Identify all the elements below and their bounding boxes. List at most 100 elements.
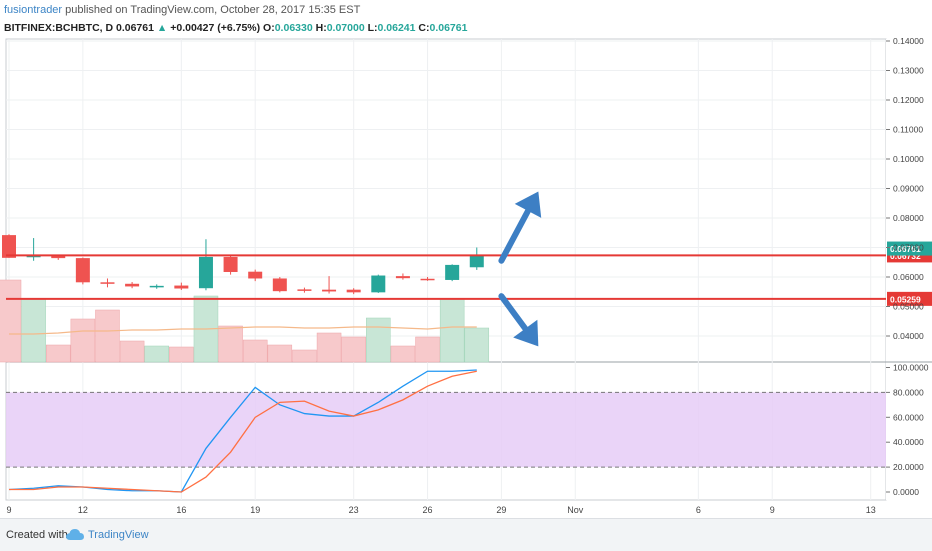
x-tick-label: 12 bbox=[78, 505, 88, 515]
volume-bar bbox=[366, 317, 391, 363]
candle-body[interactable] bbox=[346, 289, 361, 293]
created-with-label: Created with bbox=[6, 529, 68, 541]
x-tick-label: 26 bbox=[423, 505, 433, 515]
volume-bar bbox=[267, 344, 293, 363]
volume-bar bbox=[390, 345, 416, 363]
open-label: O: bbox=[263, 22, 275, 34]
arrow-down-head-icon[interactable] bbox=[513, 319, 539, 347]
volume-bar bbox=[45, 344, 71, 363]
candle-body[interactable] bbox=[248, 271, 263, 279]
rsi-band bbox=[6, 392, 886, 468]
arrow-up-head-icon[interactable] bbox=[514, 191, 542, 218]
rsi-tick-label: 60.0000 bbox=[893, 412, 924, 422]
rsi-tick-label: 40.0000 bbox=[893, 437, 924, 447]
price-tick-label: 0.05000 bbox=[893, 302, 924, 312]
price-tick-label: 0.07000 bbox=[893, 243, 924, 253]
x-tick-label: 19 bbox=[250, 505, 260, 515]
level-price-badge bbox=[887, 291, 932, 306]
close-value: 0.06761 bbox=[429, 22, 468, 34]
arrow-up-icon[interactable] bbox=[498, 207, 531, 264]
x-tick-label: 13 bbox=[866, 505, 876, 515]
change-up-icon: ▲ bbox=[156, 22, 168, 34]
low-value: 0.06241 bbox=[377, 22, 416, 34]
chart-header: fusiontrader published on TradingView.co… bbox=[4, 2, 924, 36]
price-tick-label: 0.13000 bbox=[893, 66, 924, 76]
volume-bar bbox=[218, 325, 243, 363]
candle-body[interactable] bbox=[100, 282, 115, 284]
candle-body[interactable] bbox=[322, 289, 337, 292]
price-tick-label: 0.10000 bbox=[893, 154, 924, 164]
candle-body[interactable] bbox=[51, 255, 66, 259]
volume-bar bbox=[341, 336, 366, 363]
open-value: 0.06330 bbox=[274, 22, 313, 34]
price-tick-label: 0.09000 bbox=[893, 184, 924, 194]
x-tick-label: 23 bbox=[349, 505, 359, 515]
price-tick-label: 0.11000 bbox=[893, 125, 923, 135]
ohlc-line: BITFINEX:BCHBTC, D 0.06761 ▲ +0.00427 (+… bbox=[4, 22, 467, 34]
x-tick-label: 16 bbox=[176, 505, 186, 515]
candle-body[interactable] bbox=[174, 285, 189, 289]
candle-body[interactable] bbox=[2, 235, 16, 258]
volume-bar bbox=[119, 340, 145, 363]
publish-line: fusiontrader published on TradingView.co… bbox=[4, 4, 360, 16]
candle-body[interactable] bbox=[297, 289, 312, 291]
volume-bar bbox=[169, 346, 194, 363]
tradingview-brand[interactable]: TradingView bbox=[88, 529, 149, 541]
candle-body[interactable] bbox=[149, 285, 164, 288]
symbol-label[interactable]: BITFINEX:BCHBTC, D bbox=[4, 22, 114, 34]
x-tick-label: 29 bbox=[496, 505, 506, 515]
volume-bar bbox=[242, 339, 268, 363]
price-tick-label: 0.08000 bbox=[893, 213, 924, 223]
volume-ma-line bbox=[9, 326, 477, 335]
volume-bar bbox=[21, 298, 46, 363]
rsi-series-line bbox=[9, 370, 477, 493]
volume-bar bbox=[439, 298, 465, 363]
candle-body[interactable] bbox=[420, 278, 435, 281]
price-tick-label: 0.06000 bbox=[893, 272, 924, 282]
arrow-down-icon[interactable] bbox=[498, 293, 529, 332]
volume-bar bbox=[316, 332, 342, 363]
candle-body[interactable] bbox=[445, 264, 460, 280]
rsi-tick-label: 20.0000 bbox=[893, 462, 924, 472]
rsi-tick-label: 0.0000 bbox=[893, 487, 919, 497]
volume-bar bbox=[144, 345, 169, 363]
publish-info: published on TradingView.com, October 28… bbox=[65, 4, 361, 16]
x-tick-label: Nov bbox=[567, 505, 584, 515]
high-value: 0.07000 bbox=[326, 22, 365, 34]
last-price: 0.06761 bbox=[116, 22, 154, 34]
price-tick-label: 0.14000 bbox=[893, 36, 924, 46]
chart-area[interactable]: 0.06732 0.05259 0.06761 9 12 16 19 23 26 29 Nov 6 9… bbox=[0, 36, 932, 518]
candle-body[interactable] bbox=[75, 258, 90, 283]
low-label: L: bbox=[367, 22, 378, 34]
footer-bar: Created with TradingView bbox=[0, 518, 932, 551]
volume-bar bbox=[464, 327, 490, 363]
candle-body[interactable] bbox=[223, 256, 238, 272]
level-price-label: 0.05259 bbox=[890, 294, 921, 304]
price-chart[interactable]: 0.06732 0.05259 0.06761 9 12 16 19 23 26 29 Nov 6 9… bbox=[0, 36, 932, 518]
high-label: H: bbox=[315, 22, 327, 34]
price-tick-label: 0.12000 bbox=[893, 95, 924, 105]
volume-bar bbox=[292, 349, 317, 363]
rsi-tick-label: 80.0000 bbox=[893, 387, 924, 397]
price-tick-label: 0.04000 bbox=[893, 331, 924, 341]
volume-bar bbox=[415, 336, 440, 363]
volume-bar bbox=[95, 309, 120, 363]
volume-bar bbox=[0, 279, 22, 363]
close-label: C: bbox=[418, 22, 430, 34]
x-tick-label: 9 bbox=[6, 505, 11, 515]
candle-body[interactable] bbox=[395, 276, 410, 279]
author-link[interactable]: fusiontrader bbox=[4, 4, 63, 16]
candle-body[interactable] bbox=[26, 255, 41, 258]
tradingview-cloud-icon bbox=[66, 529, 84, 540]
candle-body[interactable] bbox=[198, 256, 213, 289]
last-price-label: 0.06761 bbox=[890, 244, 921, 254]
volume-bar bbox=[70, 318, 96, 363]
candle-body[interactable] bbox=[125, 283, 140, 287]
candle-body[interactable] bbox=[469, 254, 484, 268]
candle-body[interactable] bbox=[371, 275, 386, 293]
candle-body[interactable] bbox=[272, 278, 287, 292]
level-price-label: 0.06732 bbox=[890, 251, 921, 261]
rsi-tick-label: 100.0000 bbox=[893, 363, 929, 373]
x-tick-label: 6 bbox=[696, 505, 701, 515]
last-price-badge bbox=[887, 241, 932, 256]
